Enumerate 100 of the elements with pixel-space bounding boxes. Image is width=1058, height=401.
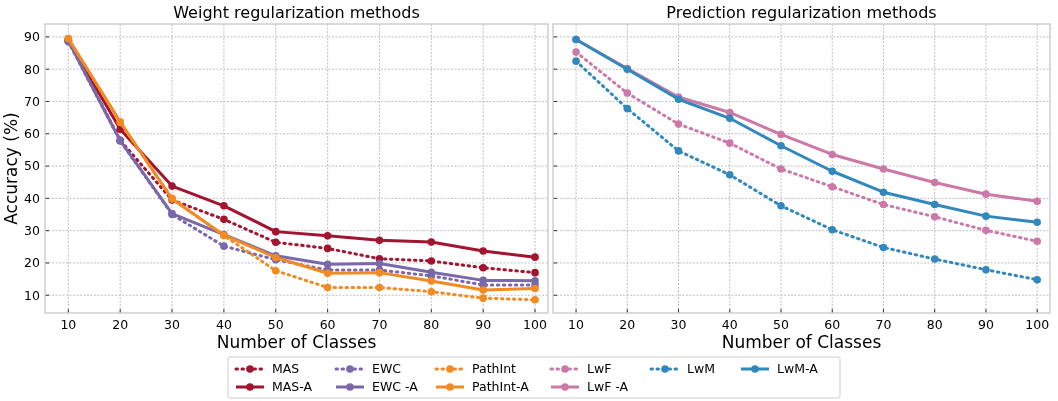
x-tick-label: 40 (721, 317, 738, 332)
x-tick-label: 100 (523, 317, 548, 332)
x-tick-label: 80 (926, 317, 943, 332)
point (531, 295, 539, 304)
point (674, 147, 683, 155)
point (479, 247, 487, 255)
legend-label: MAS (272, 361, 300, 377)
x-tick-label: 70 (875, 317, 892, 332)
point (982, 190, 990, 198)
point (572, 57, 580, 65)
point (427, 287, 436, 296)
y-tick-label: 50 (24, 158, 41, 174)
point (323, 283, 332, 292)
y-tick-label: 10 (24, 287, 41, 303)
point (725, 139, 734, 147)
point (725, 114, 734, 123)
x-tick-label: 90 (475, 317, 492, 332)
point (271, 227, 280, 236)
point (427, 238, 436, 246)
point (323, 269, 332, 278)
x-tick-label: 20 (619, 317, 636, 332)
point (427, 277, 436, 285)
point (879, 165, 888, 173)
point (777, 130, 785, 139)
x-tick-label: 80 (423, 317, 440, 332)
chart-title: Weight regularization methods (173, 3, 420, 22)
point (879, 188, 888, 197)
legend-label: PathInt-A (472, 379, 530, 395)
y-tick-label: 40 (24, 190, 41, 206)
point (725, 171, 734, 179)
y-tick-label: 70 (24, 93, 41, 109)
point (427, 257, 436, 265)
x-tick-label: 10 (60, 317, 77, 332)
point (930, 255, 939, 263)
point (116, 125, 124, 134)
x-tick-label: 20 (112, 317, 129, 332)
point (1033, 275, 1041, 284)
point (828, 182, 837, 191)
point (777, 165, 785, 173)
x-tick-label: 60 (824, 317, 841, 332)
point (271, 238, 280, 247)
point (777, 202, 785, 210)
point (828, 167, 837, 176)
point (168, 182, 176, 190)
x-tick-label: 50 (267, 317, 284, 332)
point (623, 104, 632, 113)
y-tick-label: 80 (24, 61, 41, 77)
x-axis-title: Number of Classes (216, 332, 377, 352)
point (982, 226, 990, 235)
point (982, 212, 990, 220)
y-axis-title: Accuracy (%) (1, 112, 21, 225)
x-tick-label: 10 (568, 317, 585, 332)
x-tick-label: 50 (773, 317, 789, 332)
point (479, 264, 487, 272)
legend-label: LwM (687, 361, 715, 377)
point (879, 243, 888, 252)
legend-label: MAS-A (272, 379, 313, 395)
x-tick-label: 40 (215, 317, 232, 332)
point (725, 108, 734, 117)
x-axis-title: Number of Classes (721, 332, 882, 352)
point (531, 284, 539, 293)
x-tick-label: 60 (319, 317, 336, 332)
point (220, 242, 228, 250)
legend-label: EWC -A (372, 379, 419, 395)
legend-label: PathInt (472, 361, 517, 377)
y-tick-label: 30 (24, 223, 41, 239)
point (375, 236, 384, 245)
point (828, 150, 837, 159)
legend-label: EWC (372, 361, 402, 377)
y-tick-label: 60 (24, 126, 41, 142)
point (531, 268, 539, 277)
x-tick-label: 100 (1025, 317, 1050, 332)
point (1033, 197, 1041, 206)
point (930, 200, 939, 209)
point (531, 253, 539, 261)
x-tick-label: 30 (670, 317, 687, 332)
point (930, 212, 939, 221)
point (271, 266, 280, 275)
point (777, 141, 785, 150)
point (323, 232, 332, 240)
point (930, 178, 939, 187)
point (623, 89, 632, 97)
y-tick-label: 20 (24, 255, 41, 271)
point (479, 286, 487, 294)
point (879, 200, 888, 209)
point (323, 244, 332, 253)
point (220, 202, 228, 210)
legend-label: LwF -A (587, 379, 629, 395)
x-tick-label: 70 (371, 317, 388, 332)
x-tick-label: 90 (978, 317, 994, 332)
point (1033, 237, 1041, 246)
legend-label: LwM-A (777, 361, 819, 377)
point (220, 215, 228, 224)
point (375, 259, 384, 268)
point (572, 48, 580, 56)
point (982, 265, 990, 274)
y-tick-label: 90 (24, 29, 41, 45)
point (1033, 218, 1041, 227)
legend-label: LwF (587, 361, 612, 377)
point (375, 283, 384, 292)
